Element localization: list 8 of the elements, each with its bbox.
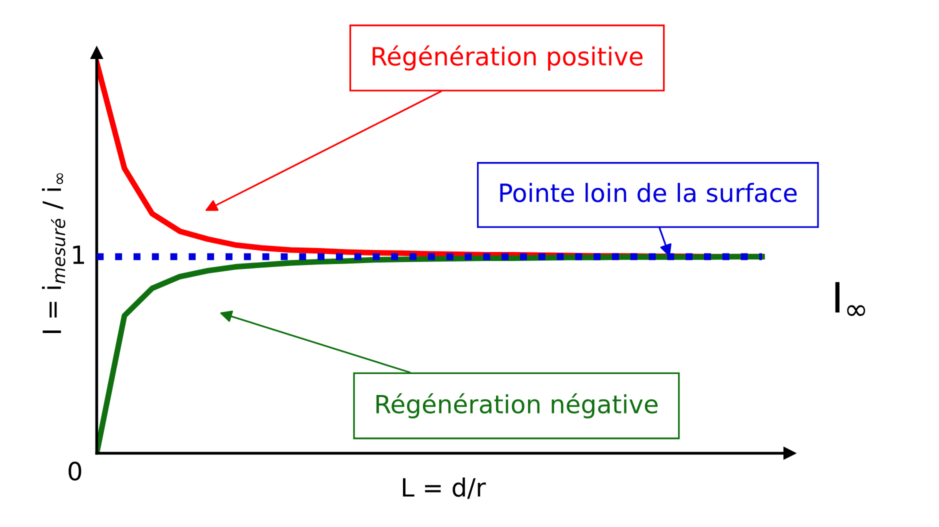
y-axis-title: I = i$_{mesuré}$ / i$_{∞}$ [42, 173, 66, 334]
x-axis-title: L = d/r [402, 478, 486, 499]
annotation: Régénération positive [372, 45, 643, 71]
annotation: Pointe loin de la surface [500, 182, 797, 202]
text: 1 [73, 246, 84, 264]
text: I$_{∞}$ [835, 282, 866, 316]
text: 0 [68, 462, 82, 481]
annotation: Régénération négative [376, 393, 658, 418]
